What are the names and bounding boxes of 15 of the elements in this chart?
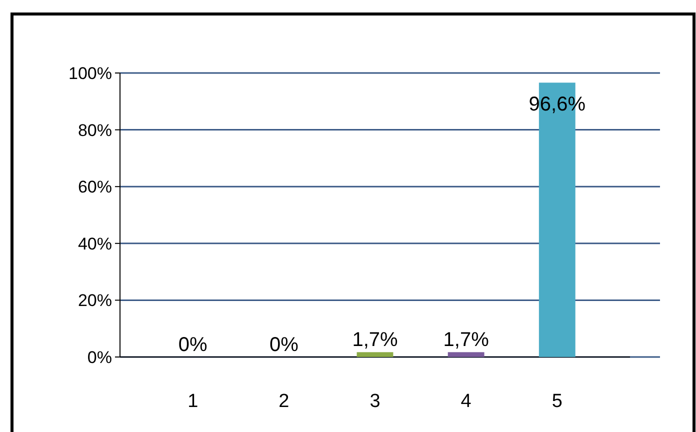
x-tick-label: 4 <box>460 391 472 412</box>
data-label: 1,7% <box>352 329 398 352</box>
y-tick-label: 100% <box>68 64 112 83</box>
y-tick-label: 60% <box>78 178 112 197</box>
x-tick-label: 3 <box>370 391 380 412</box>
y-tick-label: 40% <box>78 234 112 254</box>
x-tick-label: 5 <box>552 391 562 412</box>
data-label: 1,7% <box>443 329 490 352</box>
y-tick-label: 0% <box>87 348 112 367</box>
y-tick-label: 80% <box>78 120 112 140</box>
data-label: 0% <box>269 334 299 356</box>
x-tick-label: 2 <box>278 391 290 412</box>
data-label: 0% <box>178 334 208 356</box>
x-tick-label: 1 <box>188 391 198 412</box>
y-tick-label: 20% <box>78 291 112 310</box>
